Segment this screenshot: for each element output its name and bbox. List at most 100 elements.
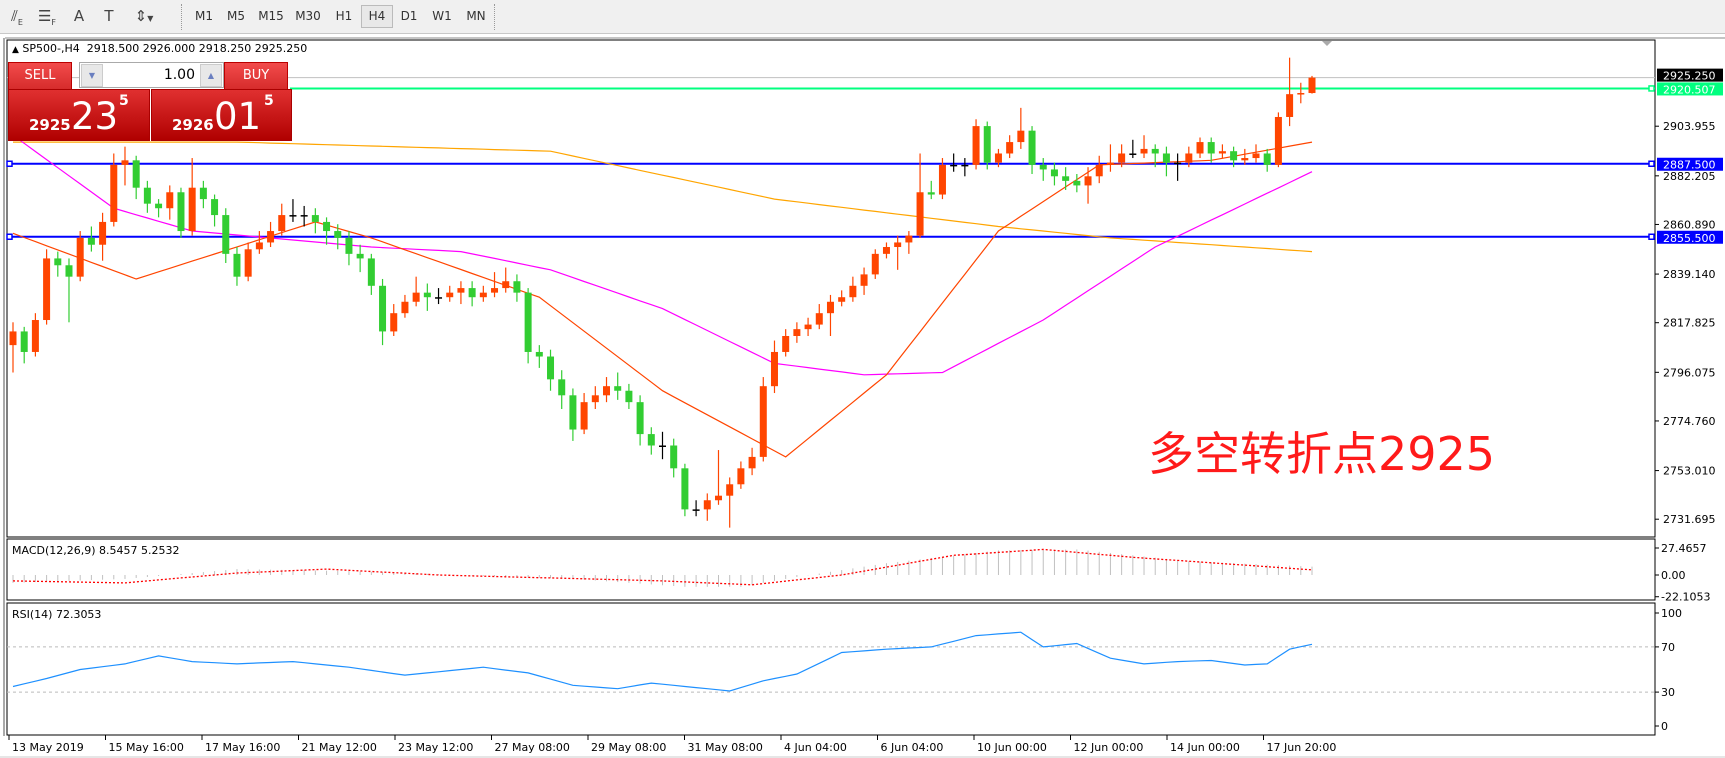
candle-body [882, 247, 890, 254]
candle-body [782, 335, 790, 352]
line-handle[interactable] [1648, 160, 1655, 167]
price-axis-label: 2860.890 [1663, 218, 1716, 231]
timeframe-w1[interactable]: W1 [432, 9, 452, 23]
time-axis-label: 31 May 08:00 [688, 741, 763, 754]
candle-body [524, 292, 532, 352]
candle-body [1118, 153, 1126, 163]
time-axis-label: 4 Jun 04:00 [784, 741, 847, 754]
candle-body [446, 292, 454, 298]
candle-body [535, 351, 543, 357]
volume-decrease-button[interactable]: ▼ [81, 64, 103, 87]
candle-body [1308, 77, 1316, 94]
line-handle[interactable] [6, 233, 13, 241]
candle-body [625, 390, 633, 403]
line-handle[interactable] [6, 160, 13, 167]
candle-body [737, 468, 745, 485]
line-handle[interactable] [1648, 233, 1655, 241]
candle-body [278, 215, 286, 232]
chart-symbol: SP500-,H4 [22, 42, 80, 55]
dropdown-arrow-icon[interactable]: ▼ [147, 14, 154, 23]
candle-body [972, 126, 980, 165]
candle-body [1263, 153, 1271, 165]
candle-body [65, 265, 73, 277]
candle-body [950, 164, 958, 167]
rsi-axis-label: 0 [1661, 720, 1668, 733]
candle-body [323, 221, 331, 232]
candle-body [43, 258, 51, 321]
price-axis-label: 2903.955 [1663, 120, 1716, 133]
sell-price-button[interactable]: 2925 23 5 [8, 89, 150, 141]
time-axis-label: 14 Jun 00:00 [1170, 741, 1240, 754]
buy-price-fraction: 5 [264, 93, 274, 109]
timeframe-h4[interactable]: H4 [361, 5, 393, 28]
candle-body [659, 445, 666, 447]
time-axis-label: 17 May 16:00 [205, 741, 280, 754]
time-axis-label: 21 May 12:00 [302, 741, 377, 754]
macd-pane[interactable] [6, 538, 1656, 601]
macd-axis-label: 27.4657 [1661, 542, 1707, 555]
buy-price-main: 2926 [172, 116, 214, 134]
candle-body [916, 192, 924, 236]
candle-body [367, 258, 375, 286]
collapse-triangle-icon[interactable]: ▲ [12, 45, 19, 55]
candle-body [558, 379, 566, 396]
rsi-pane[interactable] [6, 602, 1656, 736]
candle-body [334, 231, 342, 238]
timeframe-m15[interactable]: M15 [258, 9, 284, 23]
price-axis-label: 2753.010 [1663, 465, 1716, 478]
candle-body [1286, 94, 1294, 117]
candle-body [1274, 116, 1282, 165]
candle-body [311, 215, 319, 222]
timeframe-h1[interactable]: H1 [335, 9, 353, 23]
candle-body [1151, 148, 1159, 154]
time-axis-label: 12 Jun 00:00 [1074, 741, 1144, 754]
candle-body [99, 221, 107, 245]
candle-body [815, 313, 823, 325]
macd-label: MACD(12,26,9) 8.5457 5.2532 [12, 544, 180, 557]
buy-price-button[interactable]: 2926 01 5 [151, 89, 292, 141]
volume-increase-button[interactable]: ▲ [200, 64, 222, 87]
volume-spinner: ▼ 1.00 ▲ [79, 62, 224, 88]
candle-body [20, 331, 28, 352]
timeframe-d1[interactable]: D1 [400, 9, 418, 23]
buy-price-pips: 01 [214, 95, 262, 138]
tool-subscript: E [17, 18, 23, 27]
fibonacci-fan-icon[interactable]: ☰F [37, 7, 57, 27]
rsi-line [12, 631, 1313, 692]
candle-body [894, 242, 902, 248]
candle-body [143, 187, 151, 204]
timeframe-m5[interactable]: M5 [227, 9, 245, 23]
chart-canvas[interactable]: 2903.955 2882.205 2860.890 2839.140 2817.825… [0, 33, 1725, 758]
candle-body [759, 386, 767, 457]
candle-body [603, 386, 611, 396]
candle-body [1073, 180, 1081, 186]
candle-body [289, 215, 297, 217]
volume-input[interactable]: 1.00 [163, 67, 195, 83]
candle-body [255, 242, 263, 250]
candle-body [401, 301, 409, 314]
candle-body [31, 320, 39, 352]
candle-body [871, 253, 879, 275]
chart-shift-marker-icon[interactable] [1322, 41, 1332, 46]
rsi-axis-label: 30 [1661, 686, 1675, 699]
candle-body [1017, 130, 1025, 143]
buy-button[interactable]: BUY [224, 62, 288, 90]
rsi-axis-label: 70 [1661, 641, 1675, 654]
time-axis-label: 13 May 2019 [12, 741, 84, 754]
timeframe-mn[interactable]: MN [466, 9, 486, 23]
toolbar-separator [181, 4, 183, 30]
fibonacci-expansion-icon[interactable]: ⫽E [11, 7, 23, 27]
line-handle[interactable] [1648, 85, 1655, 92]
price-label-bg [1657, 230, 1723, 244]
candle-body [1140, 148, 1148, 154]
text-icon[interactable]: A [73, 7, 85, 25]
timeframe-m30[interactable]: M30 [295, 9, 321, 23]
candle-body [166, 192, 174, 209]
candle-body [1196, 142, 1204, 154]
text-label-icon[interactable]: T [104, 7, 114, 25]
candle-body [804, 324, 812, 330]
timeframe-m1[interactable]: M1 [195, 9, 213, 23]
candle-body [714, 495, 722, 501]
sell-button[interactable]: SELL [8, 62, 72, 90]
arrows-dropdown-icon[interactable]: ⇕▼ [134, 7, 154, 25]
